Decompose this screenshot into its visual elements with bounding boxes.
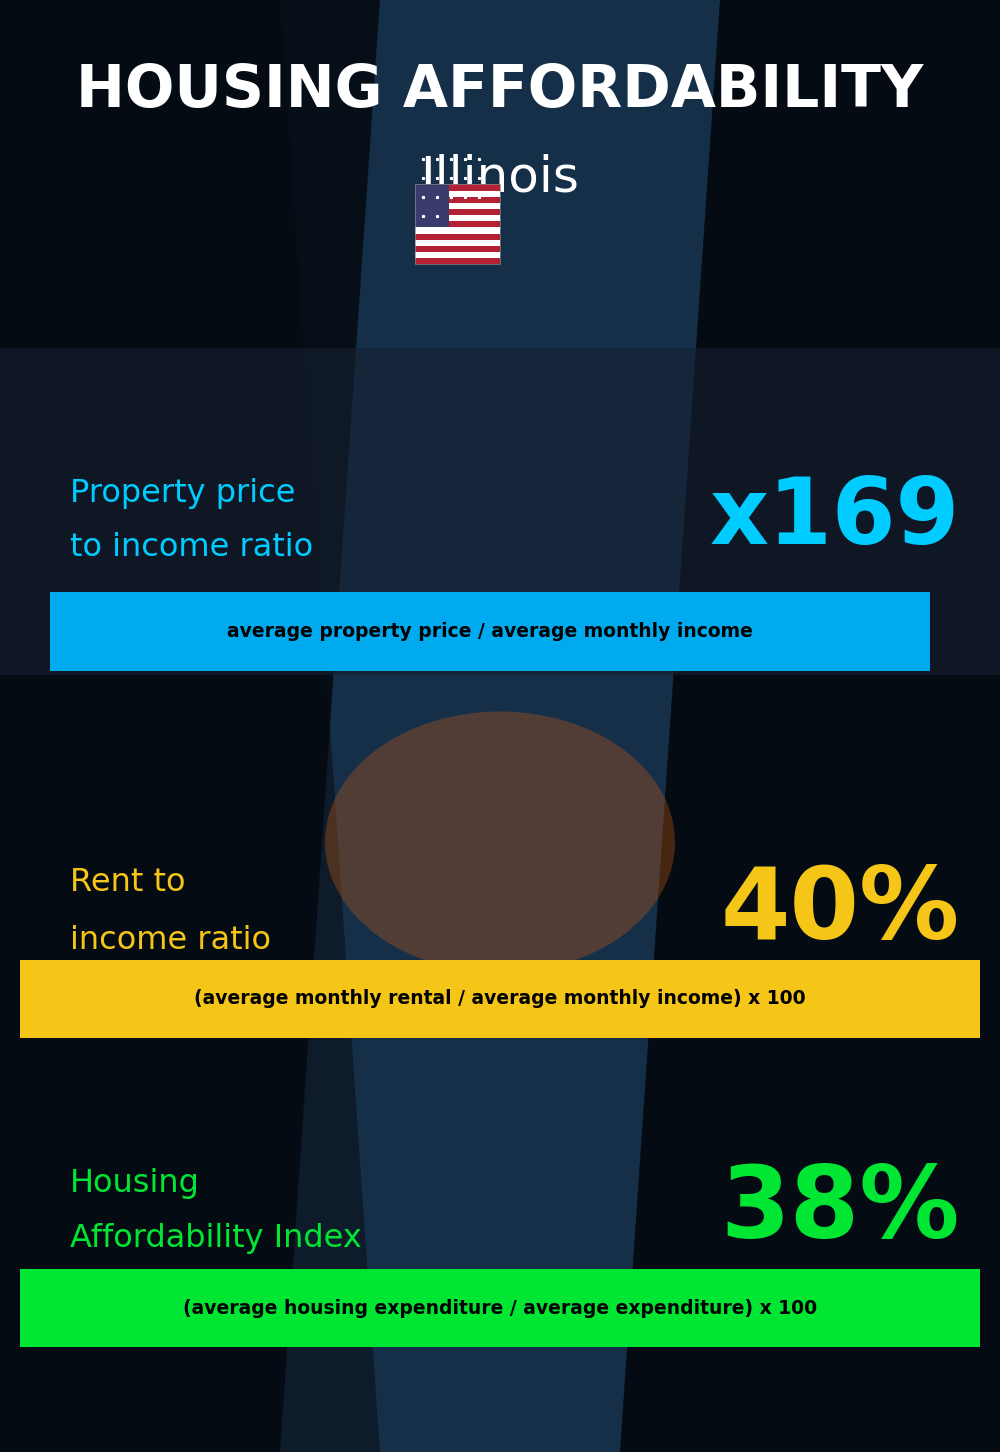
Text: average property price / average monthly income: average property price / average monthly…: [227, 621, 753, 642]
FancyBboxPatch shape: [0, 348, 1000, 675]
Text: x169: x169: [710, 473, 960, 563]
FancyBboxPatch shape: [415, 234, 500, 240]
FancyBboxPatch shape: [415, 258, 500, 264]
FancyBboxPatch shape: [415, 184, 449, 228]
FancyBboxPatch shape: [415, 196, 500, 203]
FancyBboxPatch shape: [415, 184, 500, 190]
FancyBboxPatch shape: [415, 228, 500, 234]
FancyBboxPatch shape: [415, 245, 500, 253]
Polygon shape: [280, 0, 720, 1452]
FancyBboxPatch shape: [415, 203, 500, 209]
FancyBboxPatch shape: [415, 240, 500, 245]
FancyBboxPatch shape: [20, 1269, 980, 1347]
FancyBboxPatch shape: [50, 592, 930, 671]
Text: income ratio: income ratio: [70, 925, 271, 957]
Text: Housing: Housing: [70, 1167, 200, 1199]
Text: (average monthly rental / average monthly income) x 100: (average monthly rental / average monthl…: [194, 989, 806, 1009]
FancyBboxPatch shape: [415, 190, 500, 196]
Text: Property price: Property price: [70, 478, 296, 510]
Text: Affordability Index: Affordability Index: [70, 1223, 362, 1255]
Text: 38%: 38%: [721, 1163, 960, 1259]
Text: Illinois: Illinois: [420, 152, 580, 202]
FancyBboxPatch shape: [415, 253, 500, 258]
FancyBboxPatch shape: [415, 209, 500, 215]
Text: Rent to: Rent to: [70, 867, 186, 899]
Ellipse shape: [325, 711, 675, 973]
Text: HOUSING AFFORDABILITY: HOUSING AFFORDABILITY: [76, 61, 924, 119]
Text: to income ratio: to income ratio: [70, 531, 313, 563]
FancyBboxPatch shape: [415, 221, 500, 228]
Polygon shape: [620, 0, 1000, 1452]
Text: (average housing expenditure / average expenditure) x 100: (average housing expenditure / average e…: [183, 1298, 817, 1318]
Text: 40%: 40%: [721, 864, 960, 960]
Polygon shape: [0, 0, 380, 1452]
FancyBboxPatch shape: [415, 215, 500, 221]
FancyBboxPatch shape: [20, 960, 980, 1038]
